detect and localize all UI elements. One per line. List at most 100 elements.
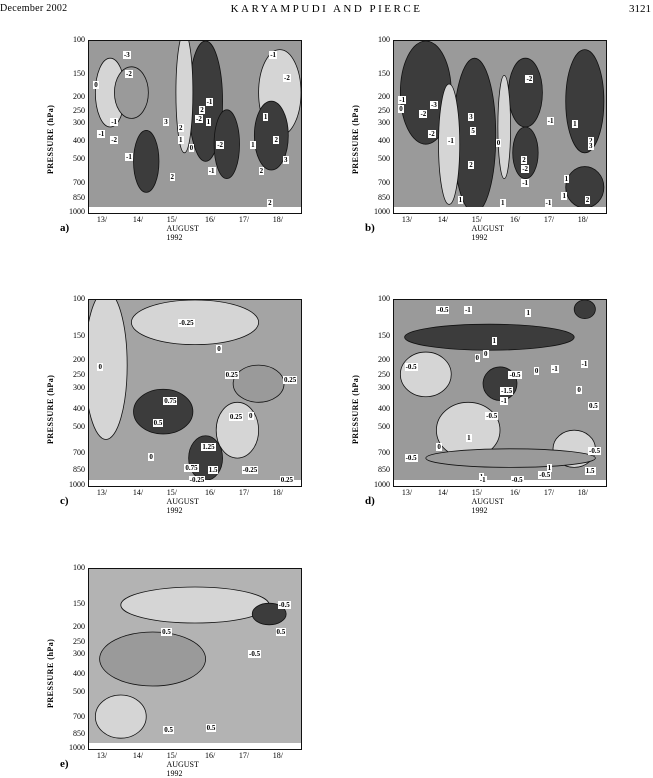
pressure-tick-label: 300 (73, 117, 85, 127)
contour-region (573, 300, 596, 319)
date-tick-label: 15/ (166, 215, 178, 224)
contour-region (120, 586, 270, 624)
contour-label: 1 (457, 195, 464, 204)
date-tick-label: 18/ (272, 215, 284, 224)
contour-label: -0.25 (241, 465, 259, 474)
date-tick-label: 16/ (204, 751, 216, 760)
pressure-tick-label: 700 (73, 448, 85, 458)
date-tick-label: 16/ (204, 488, 216, 497)
pressure-tick-label: 1000 (69, 480, 85, 489)
pressure-tick-label: 850 (73, 465, 85, 475)
contour-plot: -0.25 0 0 0.25 0.25 0.75 0.5 0.25 1.25 0.75 1.5 -0.… (88, 299, 302, 487)
date-tick-label: 14/ (132, 751, 144, 760)
contour-label: -0.25 (178, 318, 195, 327)
header-authors: KARYAMPUDI AND PIERCE (230, 3, 423, 15)
contour-label: 2 (588, 137, 594, 146)
pressure-tick-label: 150 (73, 331, 85, 341)
pressure-tick-label: 300 (73, 383, 85, 393)
contour-label: 1.25 (201, 443, 216, 452)
contour-label: -2 (125, 70, 133, 79)
contour-label: 1 (561, 192, 567, 201)
date-tick-label: 14/ (132, 215, 144, 224)
contour-label: -0.5 (508, 370, 522, 379)
pressure-axis-title: PRESSURE (hPa) (351, 104, 360, 175)
date-tick-label: 17/ (543, 215, 555, 224)
surface-strip (89, 207, 301, 213)
pressure-tick-label: 700 (73, 712, 85, 722)
date-tick-label: 15/ (166, 488, 178, 497)
pressure-axis-title: PRESSURE (hPa) (46, 374, 55, 445)
contour-label: -2 (195, 114, 203, 123)
contour-label: 0.5 (588, 402, 599, 411)
contour-label: 2 (178, 123, 184, 132)
contour-label: 2 (273, 135, 279, 144)
contour-label: -3 (122, 51, 131, 60)
contour-label: -1 (478, 476, 487, 484)
date-tick-label: 16/ (509, 488, 521, 497)
contour-label: 2 (584, 195, 591, 204)
contour-label: 0 (248, 411, 254, 420)
panel-letter: c) (60, 495, 69, 507)
pressure-tick-label: 850 (73, 728, 85, 738)
contour-label: -2 (521, 164, 530, 173)
date-tick-label: 18/ (272, 488, 284, 497)
contour-label: 0.5 (205, 723, 217, 732)
pressure-axis-title: PRESSURE (hPa) (46, 104, 55, 175)
surface-strip (394, 207, 606, 213)
contour-region (213, 109, 240, 179)
pressure-tick-label: 400 (73, 403, 85, 413)
date-tick-label: 15/ (471, 215, 483, 224)
date-tick-label: 13/ (401, 488, 413, 497)
date-tick-label: 15/ (471, 488, 483, 497)
contour-region (133, 130, 160, 193)
contour-label: -0.5 (404, 363, 418, 372)
date-axis-title: AUGUST 1992 (471, 497, 504, 515)
contour-label: 0 (576, 385, 582, 394)
contour-plot: -0.5 -1 1 0 1 -0.5 0 -1.5 -1 -0.5 -1 0 -1 -0.5 1 0 -0.5-… (393, 299, 607, 487)
contour-label: 2 (267, 199, 273, 208)
pressure-tick-label: 500 (378, 153, 390, 163)
contour-label: -2 (283, 73, 291, 82)
contour-shading (89, 300, 301, 486)
pressure-axis-title: PRESSURE (hPa) (46, 638, 55, 709)
date-tick-label: 15/ (166, 751, 178, 760)
contour-label: -2 (419, 109, 428, 118)
header-date: December 2002 (0, 3, 68, 14)
contour-region (497, 75, 511, 179)
pressure-tick-label: 200 (73, 355, 85, 365)
contour-label: 3 (588, 142, 594, 151)
date-tick-label: 17/ (543, 488, 555, 497)
contour-label: 0.5 (275, 628, 287, 637)
contour-label: 3 (283, 156, 289, 165)
contour-label: -3 (430, 101, 438, 110)
contour-label: -2 (110, 135, 119, 144)
pressure-tick-label: 200 (73, 91, 85, 101)
pressure-tick-label: 300 (378, 383, 390, 393)
contour-region (99, 631, 206, 687)
contour-region (215, 401, 259, 459)
contour-region (89, 300, 128, 440)
contour-label: -1 (546, 116, 555, 125)
pressure-tick-label: 100 (73, 35, 85, 44)
date-tick-label: 16/ (509, 215, 521, 224)
contour-label: 0.25 (279, 476, 295, 484)
pressure-tick-label: 700 (378, 448, 390, 458)
contour-label: -1 (125, 152, 133, 161)
contour-label: 0.5 (152, 419, 164, 428)
contour-label: -1 (207, 166, 216, 175)
contour-shading (89, 586, 301, 749)
date-tick-label: 18/ (577, 215, 589, 224)
pressure-tick-label: 100 (73, 563, 85, 572)
contour-region (404, 323, 575, 351)
pressure-tick-label: 700 (73, 177, 85, 187)
pressure-tick-label: 500 (73, 422, 85, 432)
contour-label: 2 (258, 166, 265, 175)
date-axis-title: AUGUST 1992 (166, 497, 199, 515)
contour-label: -0.5 (588, 446, 602, 455)
contour-label: -1 (521, 178, 530, 187)
pressure-tick-label: 250 (73, 105, 85, 115)
date-tick-label: 13/ (96, 215, 108, 224)
contour-region (133, 388, 194, 435)
date-axis-title: AUGUST 1992 (471, 224, 504, 242)
contour-label: 1 (572, 120, 578, 129)
